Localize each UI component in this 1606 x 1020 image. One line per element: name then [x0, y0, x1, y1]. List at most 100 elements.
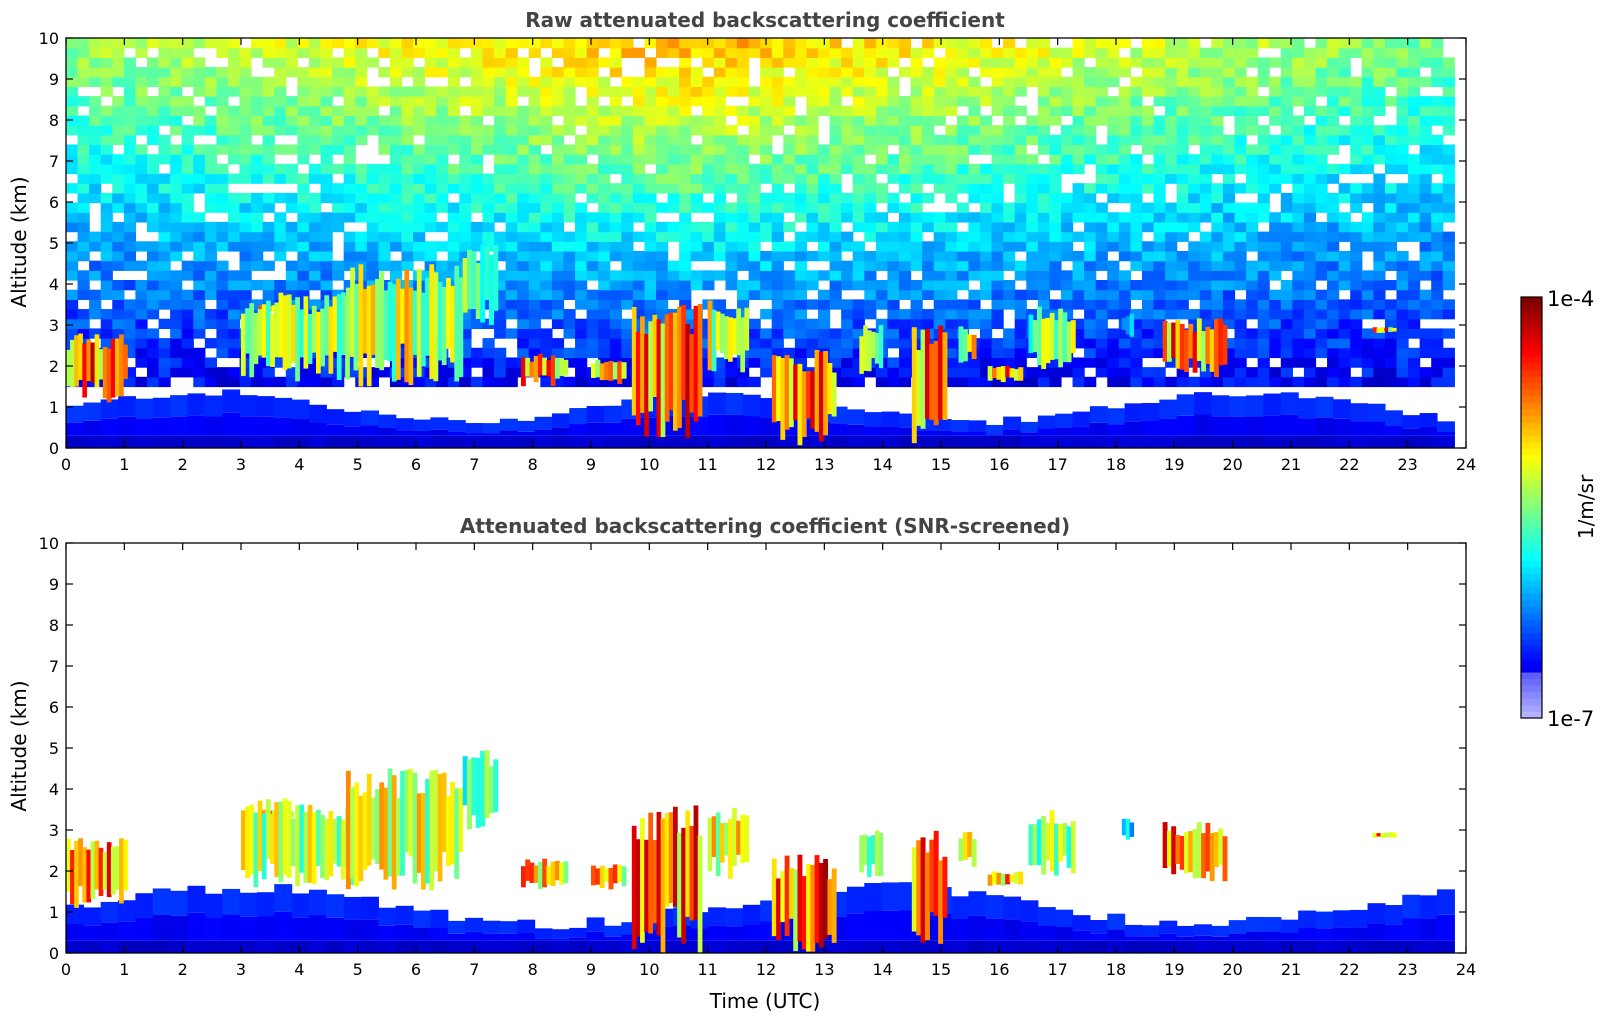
heatmap-cell — [436, 192, 449, 204]
heatmap-cell — [1280, 105, 1293, 117]
heatmap-cell — [1442, 250, 1455, 262]
heatmap-cell — [1211, 416, 1230, 436]
cloud-feature-cell — [266, 799, 271, 860]
heatmap-cell — [644, 221, 657, 233]
heatmap-cell — [459, 367, 472, 378]
heatmap-cell — [771, 338, 784, 349]
heatmap-cell — [1176, 936, 1195, 941]
heatmap-cell — [1222, 376, 1236, 388]
heatmap-cell — [575, 183, 588, 194]
heatmap-cell — [389, 125, 403, 136]
colorbar-bottom-label: 1e-7 — [1547, 707, 1594, 731]
heatmap-cell — [667, 134, 680, 146]
heatmap-cell — [979, 260, 993, 271]
heatmap-cell — [262, 289, 275, 300]
heatmap-cell — [251, 115, 264, 126]
cloud-feature-cell — [291, 818, 296, 867]
heatmap-cell — [1396, 183, 1409, 194]
heatmap-cell — [875, 192, 889, 204]
heatmap-cell — [1327, 76, 1340, 88]
heatmap-cell — [1026, 76, 1039, 88]
heatmap-cell — [806, 280, 819, 291]
heatmap-cell — [181, 125, 194, 136]
heatmap-cell — [1095, 38, 1108, 49]
heatmap-cell — [1153, 173, 1166, 184]
heatmap-cell — [216, 144, 229, 155]
cloud-feature-cell — [404, 769, 410, 853]
heatmap-cell — [401, 96, 414, 107]
heatmap-cell — [1176, 250, 1189, 262]
heatmap-cell — [401, 86, 414, 97]
cloud-feature-cell — [115, 846, 120, 890]
heatmap-cell — [551, 413, 570, 428]
heatmap-cell — [517, 163, 530, 175]
heatmap-cell — [482, 423, 501, 434]
heatmap-cell — [702, 221, 715, 233]
heatmap-cell — [1408, 328, 1421, 339]
heatmap-cell — [291, 399, 310, 419]
heatmap-cell — [89, 144, 102, 155]
heatmap-cell — [806, 67, 819, 78]
heatmap-cell — [274, 231, 287, 242]
heatmap-cell — [1188, 67, 1201, 78]
heatmap-cell — [494, 38, 507, 49]
heatmap-cell — [66, 904, 84, 924]
heatmap-cell — [794, 338, 808, 349]
heatmap-cell — [1003, 416, 1022, 430]
heatmap-cell — [517, 431, 536, 436]
heatmap-cell — [517, 67, 530, 78]
heatmap-cell — [494, 134, 507, 146]
heatmap-cell — [887, 260, 900, 271]
cloud-feature-cell — [1125, 818, 1131, 840]
heatmap-cell — [89, 289, 102, 300]
heatmap-cell — [841, 76, 854, 88]
heatmap-cell — [1124, 435, 1143, 448]
heatmap-cell — [575, 347, 588, 359]
heatmap-cell — [1315, 367, 1328, 378]
heatmap-cell — [1084, 250, 1097, 262]
heatmap-cell — [77, 289, 90, 300]
heatmap-cell — [1014, 231, 1027, 242]
heatmap-cell — [1107, 328, 1120, 339]
heatmap-cell — [783, 202, 796, 213]
heatmap-cell — [551, 260, 565, 271]
heatmap-cell — [806, 347, 819, 359]
heatmap-cell — [297, 367, 310, 378]
heatmap-cell — [586, 347, 599, 359]
cloud-feature-cell — [863, 834, 868, 865]
heatmap-cell — [1124, 421, 1143, 436]
heatmap-cell — [1014, 270, 1027, 281]
heatmap-cell — [586, 57, 599, 68]
heatmap-cell — [436, 241, 449, 252]
heatmap-cell — [482, 47, 495, 58]
heatmap-cell — [1431, 47, 1444, 58]
cloud-feature-cell — [391, 775, 397, 890]
heatmap-cell — [875, 154, 889, 165]
heatmap-cell — [1014, 202, 1027, 213]
heatmap-cell — [1060, 270, 1074, 281]
heatmap-cell — [77, 318, 90, 330]
heatmap-cell — [956, 299, 970, 310]
heatmap-cell — [690, 192, 703, 204]
heatmap-cell — [1234, 96, 1247, 107]
heatmap-cell — [783, 38, 796, 49]
heatmap-cell — [563, 250, 576, 262]
heatmap-cell — [656, 280, 669, 291]
heatmap-cell — [505, 367, 518, 378]
heatmap-cell — [1049, 212, 1062, 223]
heatmap-cell — [1037, 212, 1051, 223]
cloud-feature-cell — [307, 804, 313, 883]
heatmap-cell — [551, 250, 565, 262]
heatmap-cell — [563, 241, 576, 252]
heatmap-cell — [598, 270, 611, 281]
heatmap-cell — [841, 202, 854, 213]
heatmap-cell — [436, 221, 449, 233]
heatmap-cell — [551, 231, 565, 242]
heatmap-cell — [494, 367, 507, 378]
heatmap-cell — [1003, 125, 1016, 136]
heatmap-cell — [1384, 202, 1398, 213]
heatmap-cell — [158, 202, 171, 213]
cloud-feature-cell — [992, 367, 998, 379]
colorbar-stripe — [1521, 474, 1542, 482]
heatmap-cell — [829, 289, 842, 300]
